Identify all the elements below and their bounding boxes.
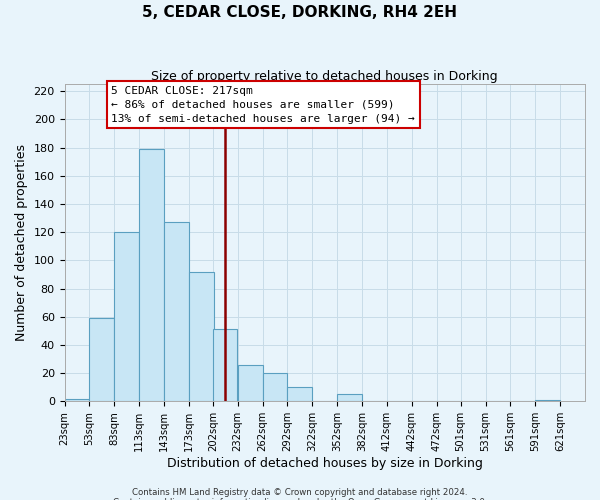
Bar [213,330,237,402]
Text: Contains public sector information licensed under the Open Government Licence v3: Contains public sector information licen… [113,498,487,500]
Bar [164,222,189,402]
Bar [238,364,263,402]
Bar [189,272,214,402]
Bar [65,398,89,402]
Text: 5, CEDAR CLOSE, DORKING, RH4 2EH: 5, CEDAR CLOSE, DORKING, RH4 2EH [143,5,458,20]
Bar [337,394,362,402]
Text: Contains HM Land Registry data © Crown copyright and database right 2024.: Contains HM Land Registry data © Crown c… [132,488,468,497]
Title: Size of property relative to detached houses in Dorking: Size of property relative to detached ho… [151,70,498,83]
Bar [139,149,164,402]
Bar [287,388,313,402]
Bar [535,400,560,402]
Bar [263,373,287,402]
X-axis label: Distribution of detached houses by size in Dorking: Distribution of detached houses by size … [167,457,483,470]
Text: 5 CEDAR CLOSE: 217sqm
← 86% of detached houses are smaller (599)
13% of semi-det: 5 CEDAR CLOSE: 217sqm ← 86% of detached … [112,86,415,124]
Y-axis label: Number of detached properties: Number of detached properties [15,144,28,342]
Bar [89,318,114,402]
Bar [114,232,139,402]
